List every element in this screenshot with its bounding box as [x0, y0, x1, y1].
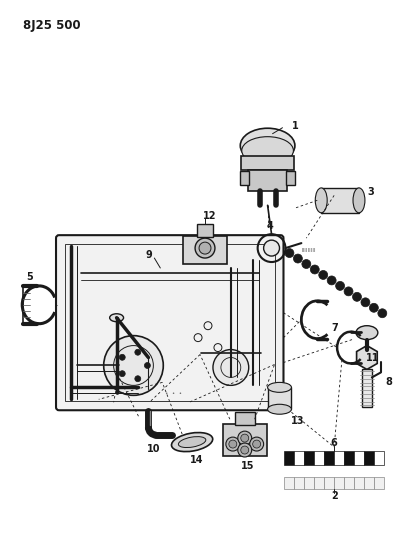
Ellipse shape: [241, 136, 293, 165]
Bar: [65, 244, 274, 401]
Ellipse shape: [315, 188, 326, 213]
Bar: [353, 451, 363, 465]
Circle shape: [195, 238, 214, 258]
Bar: [313, 477, 323, 489]
Bar: [323, 451, 333, 465]
Circle shape: [351, 293, 361, 301]
Text: 12: 12: [203, 211, 216, 221]
Bar: [294, 477, 304, 489]
Text: 8: 8: [385, 377, 391, 387]
Text: 11: 11: [365, 352, 379, 362]
Polygon shape: [356, 345, 376, 369]
Text: 14: 14: [190, 455, 203, 465]
Bar: [361, 369, 371, 407]
Text: 6: 6: [330, 438, 337, 448]
Text: 3: 3: [367, 188, 373, 197]
Circle shape: [135, 349, 140, 355]
Bar: [333, 451, 343, 465]
Bar: [239, 172, 248, 185]
Bar: [304, 451, 313, 465]
Text: •  •  •: • • •: [164, 391, 181, 397]
Bar: [363, 451, 373, 465]
Circle shape: [335, 281, 344, 290]
Ellipse shape: [178, 437, 205, 448]
Bar: [323, 477, 333, 489]
Ellipse shape: [240, 128, 294, 163]
Text: 2: 2: [330, 491, 337, 501]
Circle shape: [301, 260, 310, 269]
Bar: [284, 477, 294, 489]
Bar: [373, 477, 383, 489]
Bar: [343, 477, 353, 489]
Text: 7: 7: [331, 322, 338, 333]
Circle shape: [212, 350, 248, 385]
Circle shape: [368, 303, 377, 312]
Circle shape: [326, 276, 335, 285]
Circle shape: [310, 265, 318, 274]
Circle shape: [343, 287, 352, 296]
Circle shape: [144, 362, 150, 368]
Circle shape: [228, 440, 236, 448]
Bar: [363, 477, 373, 489]
Circle shape: [252, 440, 260, 448]
Circle shape: [237, 443, 251, 457]
Circle shape: [135, 376, 140, 382]
Text: 1: 1: [291, 121, 298, 131]
Text: 13: 13: [290, 416, 304, 426]
Bar: [234, 412, 254, 425]
Ellipse shape: [355, 326, 377, 340]
Bar: [197, 224, 212, 237]
Bar: [247, 169, 287, 191]
Circle shape: [360, 298, 369, 307]
Bar: [286, 172, 295, 185]
Circle shape: [199, 242, 211, 254]
Text: IIIIIIIII: IIIIIIIII: [301, 248, 316, 253]
Circle shape: [240, 446, 248, 454]
Bar: [183, 236, 226, 264]
Text: 9: 9: [145, 250, 152, 260]
Text: 4: 4: [266, 221, 272, 231]
Ellipse shape: [109, 314, 123, 322]
Bar: [284, 451, 294, 465]
Bar: [320, 188, 358, 213]
Ellipse shape: [267, 382, 291, 392]
Circle shape: [263, 240, 279, 256]
FancyBboxPatch shape: [56, 235, 283, 410]
Ellipse shape: [352, 188, 364, 213]
Circle shape: [249, 437, 263, 451]
Text: 10: 10: [146, 444, 160, 454]
Bar: [313, 451, 323, 465]
Ellipse shape: [171, 433, 212, 451]
Ellipse shape: [267, 404, 291, 414]
Bar: [222, 424, 266, 456]
Circle shape: [240, 434, 248, 442]
Circle shape: [103, 336, 163, 395]
Bar: [343, 451, 353, 465]
Circle shape: [318, 270, 327, 279]
Text: 8J25 500: 8J25 500: [23, 19, 81, 33]
Bar: [353, 477, 363, 489]
Circle shape: [284, 248, 293, 257]
Circle shape: [377, 309, 386, 318]
Bar: [240, 156, 294, 169]
Bar: [267, 387, 291, 409]
Circle shape: [237, 431, 251, 445]
Bar: [304, 477, 313, 489]
Bar: [294, 451, 304, 465]
Circle shape: [119, 354, 125, 360]
Circle shape: [119, 370, 125, 377]
Circle shape: [293, 254, 301, 263]
Circle shape: [225, 437, 239, 451]
Bar: [373, 451, 383, 465]
Text: 5: 5: [26, 272, 33, 282]
Text: 15: 15: [240, 461, 254, 471]
Bar: [333, 477, 343, 489]
